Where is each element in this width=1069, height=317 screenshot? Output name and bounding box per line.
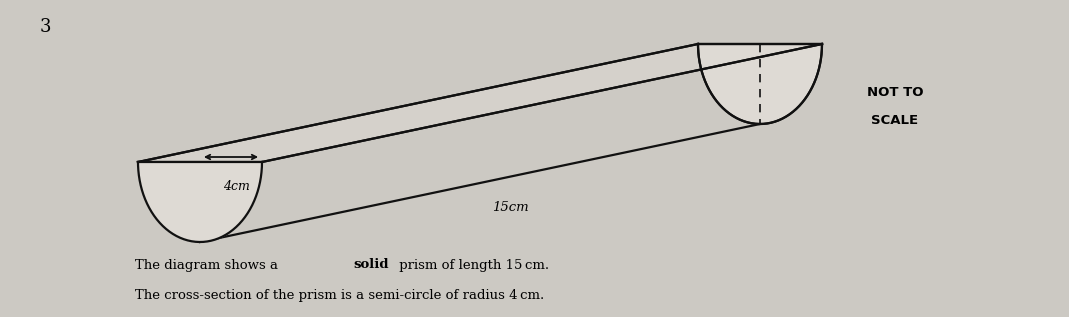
Text: The cross-section of the prism is a semi-circle of radius 4 cm.: The cross-section of the prism is a semi… <box>135 288 544 301</box>
Text: prism of length 15 cm.: prism of length 15 cm. <box>396 258 549 271</box>
Text: The diagram shows a: The diagram shows a <box>135 258 282 271</box>
Text: NOT TO: NOT TO <box>867 86 924 99</box>
Polygon shape <box>138 44 822 242</box>
Polygon shape <box>138 44 822 162</box>
Text: solid: solid <box>353 258 388 271</box>
Polygon shape <box>698 44 822 124</box>
Text: 4cm: 4cm <box>222 180 249 193</box>
Polygon shape <box>138 162 262 242</box>
Text: 3: 3 <box>40 18 50 36</box>
Text: 15cm: 15cm <box>492 201 528 214</box>
Text: SCALE: SCALE <box>871 113 918 126</box>
